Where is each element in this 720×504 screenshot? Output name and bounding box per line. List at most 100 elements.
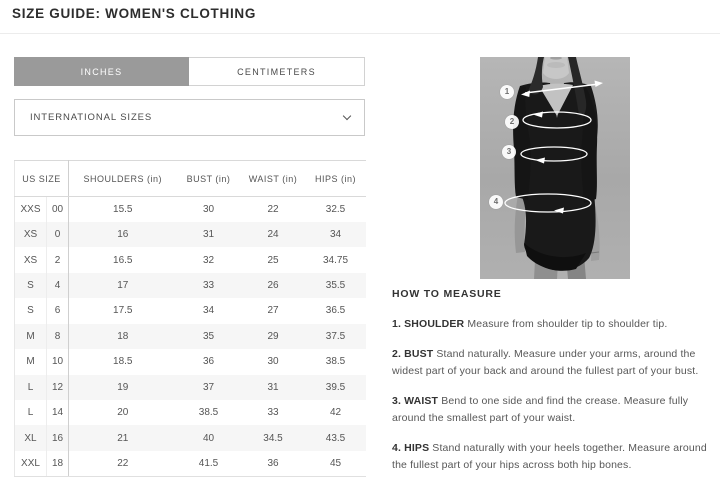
table-cell: 2: [46, 247, 70, 273]
table-cell: 24: [267, 229, 279, 241]
column-header-bust: BUST (in): [176, 160, 241, 197]
measure-step-label: 2. BUST: [392, 348, 434, 360]
table-cell: 39.5: [325, 381, 346, 393]
table-cell: 30: [267, 356, 279, 368]
table-cell: M: [14, 349, 47, 375]
table-cell: 36: [202, 356, 215, 368]
table-cell: 21: [117, 432, 129, 444]
column-header-hips: HIPS (in): [305, 160, 366, 197]
table-cell: 34.5: [263, 432, 283, 444]
measure-step: 3. WAIST Bend to one side and find the c…: [392, 395, 689, 424]
table-cell: 32: [202, 254, 215, 266]
table-cell: 42: [329, 407, 342, 419]
table-cell: XS: [14, 247, 47, 273]
table-row: XL 16 21 40 34.5 43.5: [14, 425, 366, 451]
table-row: S 4 17 33 26 35.5: [14, 272, 366, 299]
table-cell: 41.5: [176, 450, 241, 477]
table-row: M 8 18 35 29 37.5: [14, 323, 366, 350]
size-table-body: XXS 00 15.5 30 22 32.5 XS 0 16 31 24 34 XS 2 16.5 32 25 3…: [14, 196, 366, 477]
table-cell: S: [14, 272, 47, 299]
table-cell: 25: [267, 254, 279, 266]
model-photo-illustration: [480, 57, 630, 279]
table-cell: 14: [46, 400, 70, 426]
measure-point-3-badge: 3: [502, 145, 516, 159]
table-cell: 32.5: [325, 203, 346, 215]
table-cell: 19: [117, 381, 129, 393]
table-cell: 10: [46, 349, 70, 375]
measure-step: 4. HIPS Stand naturally with your heels …: [392, 442, 707, 471]
measure-step-label: 1. SHOULDER: [392, 318, 465, 330]
measure-step: 2. BUST Stand naturally. Measure under y…: [392, 348, 699, 377]
table-cell: XXL: [14, 450, 47, 477]
table-cell: S: [14, 298, 47, 324]
table-cell: 34: [329, 229, 342, 241]
table-cell: 0: [46, 221, 70, 248]
table-cell: XL: [14, 425, 47, 451]
table-cell: 35: [202, 330, 215, 342]
table-cell: L: [14, 400, 47, 426]
header-divider: [0, 33, 720, 34]
measure-steps: 1. SHOULDER Measure from shoulder tip to…: [392, 316, 720, 474]
table-cell: 27: [267, 305, 279, 317]
table-cell: L: [14, 374, 47, 400]
measure-point-1-badge: 1: [500, 85, 514, 99]
measure-point-4-badge: 4: [489, 195, 503, 209]
table-cell: 22: [68, 450, 177, 477]
table-row: XS 0 16 31 24 34: [14, 221, 366, 248]
table-cell: 22: [267, 203, 279, 215]
table-row: XXL 18 22 41.5 36 45: [14, 450, 366, 477]
table-cell: 31: [267, 381, 279, 393]
column-header-shoulders: SHOULDERS (in): [68, 160, 177, 197]
measure-step-label: 4. HIPS: [392, 442, 430, 454]
table-cell: 4: [46, 272, 70, 299]
table-cell: XXS: [14, 196, 47, 222]
measure-step-label: 3. WAIST: [392, 395, 439, 407]
table-row: XS 2 16.5 32 25 34.75: [14, 247, 366, 273]
table-cell: 37.5: [325, 330, 346, 342]
table-cell: 37: [202, 381, 215, 393]
table-cell: 18.5: [113, 356, 133, 368]
table-cell: 16.5: [113, 254, 133, 266]
table-cell: 16: [46, 425, 70, 451]
column-header-waist: WAIST (in): [240, 160, 306, 197]
table-cell: 17.5: [113, 305, 133, 317]
dropdown-selected-value: INTERNATIONAL SIZES: [30, 112, 153, 123]
table-cell: 38.5: [198, 407, 219, 419]
table-cell: 29: [267, 330, 279, 342]
table-header-row: US SIZE SHOULDERS (in) BUST (in) WAIST (…: [14, 160, 366, 197]
table-cell: 00: [46, 196, 70, 222]
table-row: L 14 20 38.5 33 42: [14, 400, 366, 426]
column-header-us-size: US SIZE: [14, 160, 70, 197]
chevron-down-icon: [342, 111, 352, 121]
table-cell: 31: [202, 229, 215, 241]
table-cell: 16: [117, 229, 129, 241]
table-cell: 34: [202, 305, 215, 317]
table-cell: 36.5: [325, 305, 346, 317]
measurement-guide-photo: 1 2 3 4: [480, 57, 630, 279]
tab-inches[interactable]: INCHES: [14, 57, 189, 86]
table-cell: 36: [240, 450, 306, 477]
table-cell: 18: [117, 330, 129, 342]
table-cell: 33: [267, 407, 279, 419]
international-sizes-dropdown[interactable]: INTERNATIONAL SIZES: [14, 99, 365, 136]
table-row: M 10 18.5 36 30 38.5: [14, 349, 366, 375]
table-cell: 6: [46, 298, 70, 324]
table-cell: 34.75: [323, 254, 349, 266]
table-row: L 12 19 37 31 39.5: [14, 374, 366, 400]
table-cell: 43.5: [325, 432, 346, 444]
table-cell: 33: [202, 280, 215, 292]
unit-tabs: INCHES CENTIMETERS: [14, 57, 365, 86]
table-cell: 30: [202, 203, 215, 215]
table-row: XXS 00 15.5 30 22 32.5: [14, 196, 366, 222]
measure-step: 1. SHOULDER Measure from shoulder tip to…: [392, 318, 668, 330]
table-cell: XS: [14, 221, 47, 248]
table-cell: 15.5: [113, 203, 133, 215]
tab-centimeters[interactable]: CENTIMETERS: [189, 57, 365, 86]
table-cell: 18: [46, 450, 70, 477]
page-title: SIZE GUIDE: WOMEN'S CLOTHING: [12, 6, 257, 21]
table-cell: 17: [117, 280, 129, 292]
table-cell: 20: [117, 407, 129, 419]
table-row: S 6 17.5 34 27 36.5: [14, 298, 366, 324]
how-to-measure-section: HOW TO MEASURE 1. SHOULDER Measure from …: [392, 288, 720, 487]
size-chart-table: US SIZE SHOULDERS (in) BUST (in) WAIST (…: [14, 160, 366, 477]
